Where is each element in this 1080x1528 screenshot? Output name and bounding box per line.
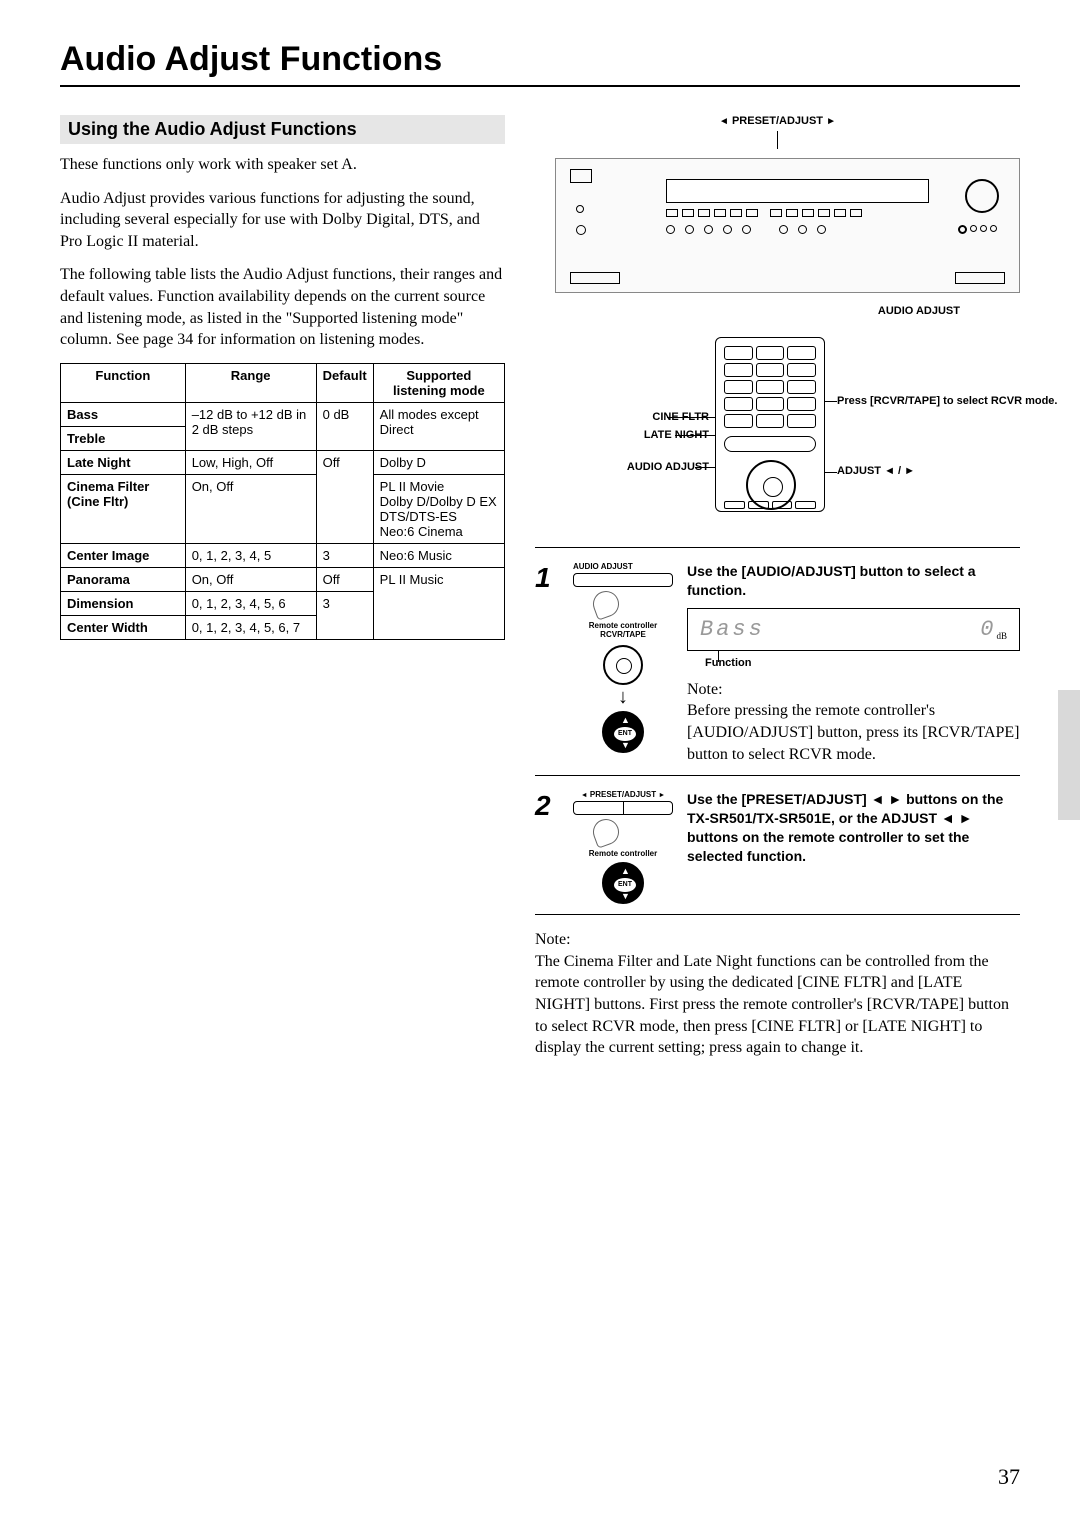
intro-p1: These functions only work with speaker s…	[60, 154, 505, 176]
footnote-label: Note:	[535, 931, 571, 948]
cell-mode: PL II Movie Dolby D/Dolby D EX DTS/DTS-E…	[373, 474, 504, 543]
cell-fn: Panorama	[61, 567, 186, 591]
audio-adjust-button-icon	[573, 573, 673, 587]
cell-fn: Dimension	[61, 591, 186, 615]
cell-default: Off	[316, 567, 373, 591]
cell-range: –12 dB to +12 dB in 2 dB steps	[185, 402, 316, 450]
rcvr-tape-label: RCVR/TAPE	[573, 630, 673, 639]
cell-fn: Cinema Filter (Cine Fltr)	[61, 474, 186, 543]
cell-range: 0, 1, 2, 3, 4, 5	[185, 543, 316, 567]
cell-fn: Treble	[61, 426, 186, 450]
lcd-display: Bass 0dB	[687, 608, 1020, 651]
callout-adjust: ADJUST ◄ / ►	[837, 465, 915, 477]
preset-adjust-button-icon	[573, 801, 673, 815]
footnote-body: The Cinema Filter and Late Night functio…	[535, 953, 1009, 1056]
hand-icon	[589, 815, 622, 848]
cell-default: 3	[316, 591, 373, 639]
preset-adjust-icon-label: PRESET/ADJUST	[590, 790, 656, 799]
intro-p3: The following table lists the Audio Adju…	[60, 264, 505, 350]
cell-fn: Center Width	[61, 615, 186, 639]
function-table: Function Range Default Supported listeni…	[60, 363, 505, 640]
page-title: Audio Adjust Functions	[60, 40, 1020, 87]
step1-note-label: Note:	[687, 681, 723, 698]
hand-icon	[589, 587, 622, 620]
cell-default: Off	[316, 450, 373, 543]
arrow-down-icon: ↓	[573, 687, 673, 707]
remote-nav-icon: ▲▼	[602, 862, 644, 904]
cell-range: Low, High, Off	[185, 450, 316, 474]
step-number: 1	[535, 562, 559, 765]
th-mode: Supported listening mode	[373, 363, 504, 402]
dial-icon	[603, 645, 643, 685]
cell-fn: Bass	[61, 402, 186, 426]
cell-mode: All modes except Direct	[373, 402, 504, 450]
callout-audio-adjust-left: AUDIO ADJUST	[599, 461, 709, 473]
cell-default: 0 dB	[316, 402, 373, 450]
remote-nav-icon: ▲▼	[602, 711, 644, 753]
cell-fn: Late Night	[61, 450, 186, 474]
step-number: 2	[535, 790, 559, 904]
remote-diagram: CINE FLTR LATE NIGHT AUDIO ADJUST Press …	[605, 337, 1020, 537]
preset-adjust-label: PRESET/ADJUST	[732, 115, 823, 127]
cell-range: 0, 1, 2, 3, 4, 5, 6	[185, 591, 316, 615]
step-2: 2 ◄ PRESET/ADJUST ► Remote controller ▲▼…	[535, 775, 1020, 915]
cell-mode: PL II Music	[373, 567, 504, 639]
cell-mode: Dolby D	[373, 450, 504, 474]
cell-range: 0, 1, 2, 3, 4, 5, 6, 7	[185, 615, 316, 639]
cell-mode: Neo:6 Music	[373, 543, 504, 567]
th-function: Function	[61, 363, 186, 402]
section-heading: Using the Audio Adjust Functions	[60, 115, 505, 144]
step1-title: Use the [AUDIO/ADJUST] button to select …	[687, 562, 1020, 600]
cell-fn: Center Image	[61, 543, 186, 567]
receiver-diagram	[555, 158, 1020, 293]
page-thumb-tab	[1058, 690, 1080, 820]
lcd-function-value: Bass	[700, 617, 765, 642]
intro-p2: Audio Adjust provides various functions …	[60, 188, 505, 253]
callout-press-rcvr: Press [RCVR/TAPE] to select RCVR mode.	[837, 395, 967, 409]
audio-adjust-icon-label: AUDIO ADJUST	[573, 562, 673, 571]
remote-controller-label: Remote controller	[573, 621, 673, 630]
cell-default: 3	[316, 543, 373, 567]
step1-note-body: Before pressing the remote controller's …	[687, 702, 1020, 762]
callout-preset-adjust: PRESET/ADJUST	[535, 115, 1020, 127]
callout-audio-adjust: AUDIO ADJUST	[878, 305, 960, 317]
lcd-db-label: dB	[996, 631, 1007, 641]
page-number: 37	[998, 1464, 1020, 1490]
lcd-function-label: Function	[705, 657, 1020, 669]
cell-range: On, Off	[185, 474, 316, 543]
lcd-number-value: 0	[980, 617, 996, 642]
th-range: Range	[185, 363, 316, 402]
cell-range: On, Off	[185, 567, 316, 591]
remote-controller-label: Remote controller	[573, 849, 673, 858]
th-default: Default	[316, 363, 373, 402]
step2-title: Use the [PRESET/ADJUST] ◄ ► buttons on t…	[687, 790, 1020, 866]
step-1: 1 AUDIO ADJUST Remote controller RCVR/TA…	[535, 547, 1020, 775]
